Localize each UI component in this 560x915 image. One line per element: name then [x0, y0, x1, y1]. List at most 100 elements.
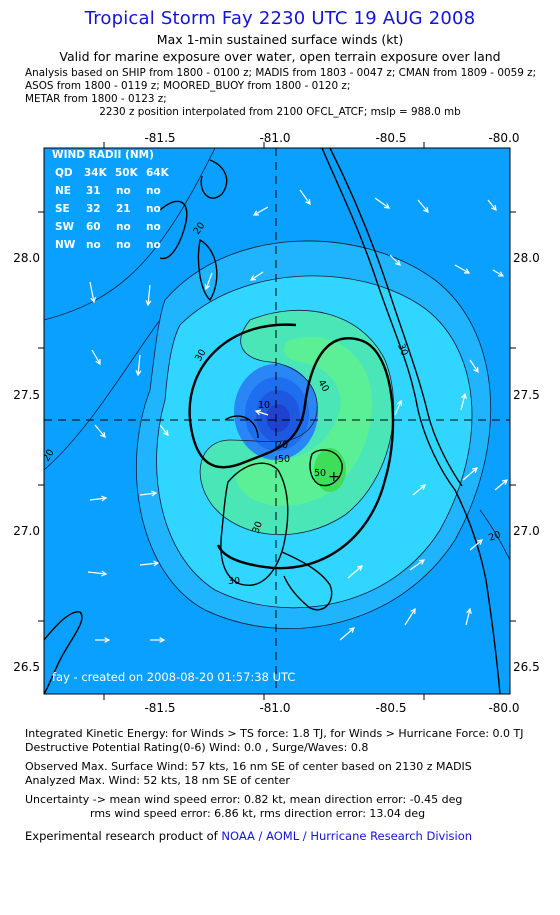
wind-arrow-head [100, 431, 106, 438]
contour-label: 30 [193, 348, 209, 364]
wind-radii-cell: NW [55, 239, 76, 251]
wind-arrow-head [153, 560, 160, 567]
lake-peak-outline [309, 449, 343, 487]
hrd-link[interactable]: NOAA / AOML / Hurricane Research Divisio… [221, 829, 473, 843]
wind-arrow-head [204, 283, 211, 291]
wind-arrow-head [476, 539, 483, 545]
uncertainty-line-1: Uncertainty -> mean wind speed error: 0.… [25, 793, 463, 806]
wind-radii-table: WIND RADII (NM) QD 34K 50K 64K NE 31 no … [52, 149, 170, 251]
wind-arrow [404, 608, 416, 626]
wind-arrow-head [396, 399, 403, 407]
wind-arrow [205, 272, 213, 290]
wind-radii-cell: 31 [86, 185, 101, 197]
wind-radii-cell: 60 [86, 221, 101, 233]
contour-label: 50 [278, 454, 290, 465]
wind-arrow [139, 562, 159, 566]
wind-radii-cell: no [116, 221, 131, 233]
wind-arrow-head [348, 627, 355, 633]
wind-arrow-head [463, 268, 471, 274]
wind-arrow [469, 539, 483, 551]
credit-prefix: Experimental research product of [25, 829, 222, 843]
wind-arrow [299, 189, 311, 205]
wind-arrow-head [423, 206, 429, 213]
wind-arrow [137, 354, 141, 376]
uncertainty-line-2: rms wind speed error: 6.86 kt, rms direc… [90, 807, 426, 820]
wind-radii-cell: SE [55, 203, 70, 215]
wind-arrow-head [90, 297, 97, 304]
wind-arrow-head [473, 366, 479, 374]
max-wind-marker: + [328, 469, 340, 485]
wind-arrow [465, 608, 471, 626]
lake-okeechobee [220, 462, 289, 586]
observed-max-line: Observed Max. Surface Wind: 57 kts, 16 n… [25, 760, 472, 773]
wind-arrow [494, 479, 508, 491]
wind-arrow-head [101, 495, 108, 502]
wind-arrow [253, 206, 269, 216]
everglades-edge [281, 551, 333, 611]
wind-radii-cell: SW [55, 221, 75, 233]
lake-north-shore [224, 415, 259, 439]
lat-tick-right: 26.5 [513, 660, 540, 674]
lon-tick-bottom: -80.0 [488, 701, 519, 715]
isotach-40kt [199, 310, 395, 536]
contour-label: 40 [315, 378, 331, 394]
wind-vectors [87, 189, 508, 643]
calm-center [234, 364, 318, 460]
wind-arrow-head [383, 203, 391, 209]
wind-arrow [94, 424, 106, 438]
exposure-note: Valid for marine exposure over water, op… [59, 49, 501, 64]
wind-arrow [460, 393, 466, 411]
wind-arrow-head [254, 409, 262, 416]
lat-tick-right: 28.0 [513, 251, 540, 265]
created-stamp: fay - created on 2008-08-20 01:57:38 UTC [52, 670, 295, 684]
contour-label: 50 [314, 468, 326, 479]
analysis-sources-line-3: METAR from 1800 - 0123 z; [25, 93, 167, 105]
wind-max-area [314, 448, 346, 492]
wind-radii-cell: no [146, 239, 161, 251]
wind-arrow-head [252, 210, 260, 216]
barrier-island [329, 148, 463, 487]
position-interp-note: 2230 z position interpolated from 2100 O… [99, 106, 461, 118]
wind-radii-cell: 21 [116, 203, 131, 215]
lat-tick-right: 27.0 [513, 524, 540, 538]
wind-arrow-head [410, 607, 416, 615]
dpr-line: Destructive Potential Rating(0-6) Wind: … [25, 741, 369, 754]
isotach-35kt [156, 275, 473, 609]
wind-radii-col-64k: 64K [146, 167, 170, 179]
wind-speed-shading [136, 240, 491, 629]
wind-arrow [147, 284, 151, 306]
wind-arrow-head [501, 479, 508, 485]
contour-label: 20 [487, 529, 502, 543]
wind-arrow [487, 199, 497, 211]
wind-arrow-head [95, 358, 101, 366]
wind-arrow [250, 271, 264, 281]
lon-tick-bottom: -81.5 [144, 701, 175, 715]
wind-arrow-head [151, 490, 158, 497]
isotach-contours [44, 148, 510, 629]
wind-arrow [389, 254, 401, 266]
lat-tick-right: 27.5 [513, 388, 540, 402]
wind-arrow [87, 571, 107, 575]
wind-radii-cell: no [146, 221, 161, 233]
coastline [44, 148, 501, 694]
analysis-sources-line-2: ASOS from 1800 - 0119 z; MOORED_BUOY fro… [25, 80, 351, 92]
axis-ticks [38, 142, 516, 700]
lon-tick-top: -80.0 [488, 131, 519, 145]
wind-arrow-head [356, 565, 363, 571]
wind-arrow-head [305, 198, 311, 206]
wind-radii-cell: 32 [86, 203, 101, 215]
contour-label: 30 [395, 342, 409, 357]
map-subtitle: Max 1-min sustained surface winds (kt) [156, 32, 404, 47]
wind-arrow [412, 484, 426, 496]
lon-tick-top: -81.5 [144, 131, 175, 145]
wind-arrow [469, 359, 479, 373]
wind-arrow [394, 400, 402, 416]
wind-radii-title: WIND RADII (NM) [52, 149, 154, 161]
wind-radii-col-34k: 34K [84, 167, 108, 179]
ike-line: Integrated Kinetic Energy: for Winds > T… [25, 727, 524, 740]
wind-radii-col-50k: 50K [115, 167, 139, 179]
lon-tick-bottom: -81.0 [259, 701, 290, 715]
contour-label: 30 [228, 576, 240, 587]
isotach-30kt [135, 240, 492, 629]
